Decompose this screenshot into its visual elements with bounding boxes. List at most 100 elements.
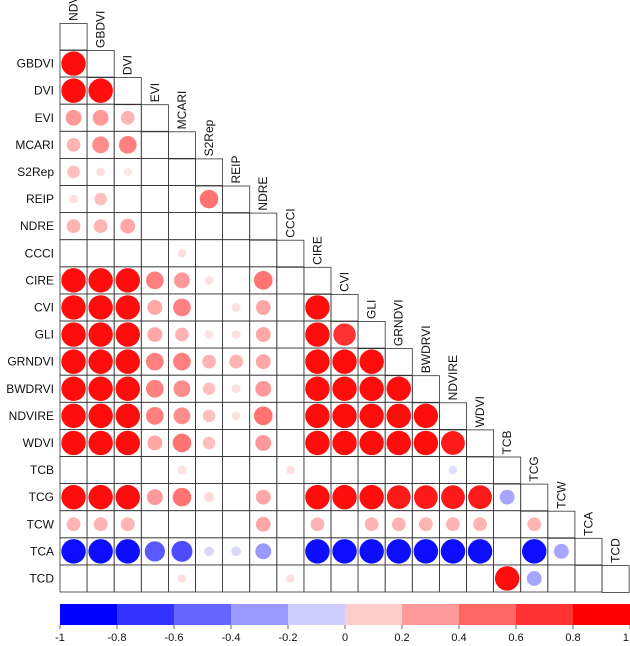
diagonal-cap [113, 77, 142, 106]
diagonal-cap [411, 375, 440, 404]
correlation-circle [305, 484, 330, 510]
correlation-circle [255, 380, 272, 397]
correlation-circle [418, 517, 433, 532]
row-label: MCARI [15, 138, 54, 152]
matrix-cell [59, 456, 88, 485]
row-label: GLI [35, 328, 54, 342]
matrix-cell [276, 347, 305, 376]
colorbar-band [573, 604, 630, 625]
correlation-circle [359, 539, 384, 564]
column-label: GRNDVI [392, 299, 406, 346]
correlation-circle [202, 354, 216, 369]
correlation-circle [359, 349, 384, 374]
matrix-cell [167, 212, 196, 241]
correlation-circle [527, 517, 542, 532]
correlation-circle [115, 349, 140, 374]
column-label: NDVI [67, 0, 81, 21]
correlation-circle [65, 109, 82, 126]
matrix-cell [222, 456, 251, 485]
correlation-circle [448, 465, 458, 475]
correlation-circle [359, 403, 384, 429]
correlation-circle [88, 295, 113, 320]
column-label: TCW [554, 481, 568, 509]
correlation-circle [146, 489, 163, 506]
correlation-circle [526, 571, 542, 586]
matrix-cell [384, 456, 413, 485]
correlation-circle [145, 379, 164, 398]
matrix-cell [330, 510, 359, 539]
correlation-circle [499, 489, 515, 505]
correlation-circle [88, 539, 113, 564]
correlation-circle [231, 411, 241, 421]
colorbar-tick-label: -0.2 [279, 632, 298, 644]
correlation-circle [364, 517, 379, 532]
matrix-cell [411, 456, 440, 485]
correlation-circle [145, 406, 164, 425]
correlation-circle [305, 403, 330, 429]
correlation-circle [120, 218, 136, 234]
matrix-cell [222, 483, 251, 512]
colorbar-band [288, 604, 346, 625]
correlation-circle [255, 327, 271, 342]
correlation-circle [171, 540, 193, 562]
matrix-cell [493, 510, 522, 539]
correlation-circle [175, 327, 189, 342]
diagonal-cap [574, 537, 603, 566]
matrix-cell [59, 239, 88, 268]
correlation-circle [88, 484, 113, 510]
correlation-circle [94, 192, 107, 206]
correlation-circle [310, 517, 325, 532]
correlation-circle [441, 485, 465, 510]
correlation-circle [255, 489, 271, 505]
correlation-circle [115, 430, 140, 456]
matrix-cell [140, 185, 169, 214]
correlation-circle [173, 380, 191, 398]
matrix-cell [86, 239, 115, 268]
row-label: TCD [29, 571, 54, 585]
column-label: CVI [338, 272, 352, 292]
correlation-circle [332, 430, 357, 456]
correlation-circle [253, 406, 273, 426]
colorbar-band [117, 604, 175, 625]
correlation-circle [255, 516, 271, 532]
diagonal-cap [547, 510, 576, 539]
matrix-cell [357, 564, 386, 593]
matrix-cell [195, 212, 224, 241]
correlation-circle [61, 268, 86, 293]
matrix-cell [222, 564, 251, 593]
correlation-circle [473, 517, 487, 532]
column-label: GBDVI [94, 11, 108, 48]
column-label: TCA [581, 512, 595, 536]
column-label: TCG [527, 456, 541, 481]
colorbar-band [345, 604, 403, 625]
correlation-circle [255, 354, 271, 370]
colorbar-tick-label: 0.6 [508, 632, 523, 644]
matrix-cell [357, 456, 386, 485]
correlation-circle [305, 322, 330, 347]
column-label: REIP [229, 155, 243, 183]
correlation-circle [305, 430, 330, 456]
diagonal-cap [59, 22, 88, 51]
colorbar-tick-label: -0.8 [108, 632, 127, 644]
matrix-cell [140, 239, 169, 268]
matrix-cell [276, 266, 305, 295]
correlation-circle [204, 492, 214, 503]
correlation-circle [413, 403, 439, 429]
correlation-circle [494, 566, 520, 591]
correlation-circle [553, 543, 569, 559]
correlation-circle [202, 409, 216, 423]
matrix-cell [276, 510, 305, 539]
diagonal-cap [276, 239, 305, 268]
correlation-circle [173, 352, 191, 371]
matrix-cell [113, 456, 142, 485]
correlation-circle [173, 407, 191, 425]
matrix-cell [140, 510, 169, 539]
correlation-circle [88, 322, 113, 347]
correlation-circle [177, 574, 187, 583]
correlation-circle [120, 110, 135, 125]
row-label: CIRE [25, 273, 54, 287]
correlation-circle [115, 484, 140, 510]
correlation-circle [305, 539, 330, 564]
matrix-cell [276, 537, 305, 566]
row-label: S2Rep [17, 165, 54, 179]
